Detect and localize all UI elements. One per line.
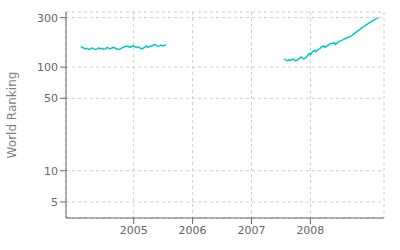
- svg-text:2007: 2007: [238, 224, 266, 237]
- svg-text:2008: 2008: [296, 224, 324, 237]
- svg-text:World Ranking: World Ranking: [8, 72, 19, 159]
- svg-text:5: 5: [51, 196, 58, 209]
- svg-text:100: 100: [37, 61, 58, 74]
- svg-text:50: 50: [44, 92, 58, 105]
- svg-text:2005: 2005: [120, 224, 148, 237]
- svg-text:2006: 2006: [179, 224, 207, 237]
- svg-text:10: 10: [44, 165, 58, 178]
- svg-text:300: 300: [37, 12, 58, 25]
